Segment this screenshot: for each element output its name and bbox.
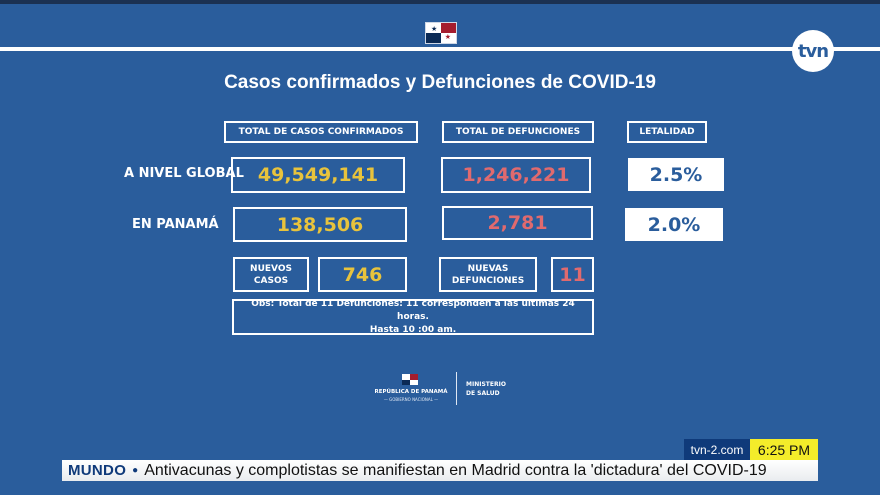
ticker-headline: Antivacunas y complotistas se manifiesta… bbox=[144, 461, 767, 479]
row-label-global: A NIVEL GLOBAL bbox=[124, 166, 244, 181]
observation-line1: Obs: Total de 11 Defunciones: 11 corresp… bbox=[251, 298, 575, 322]
new-cases-label-box: NUEVOS CASOS bbox=[233, 257, 309, 292]
global-deaths-value: 1,246,221 bbox=[462, 164, 570, 186]
header-lethality-label: LETALIDAD bbox=[639, 127, 695, 137]
bullet-icon: ● bbox=[132, 465, 139, 476]
ministry-label: MINISTERIO DE SALUD bbox=[466, 380, 506, 398]
ticker-category: MUNDO bbox=[68, 462, 127, 479]
row-label-panama: EN PANAMÁ bbox=[132, 217, 219, 232]
header-total-deaths: TOTAL DE DEFUNCIONES bbox=[442, 121, 594, 143]
ministry-of-health-logo: REPÚBLICA DE PANAMÁ — GOBIERNO NACIONAL … bbox=[372, 372, 512, 408]
site-badge: tvn-2.com bbox=[684, 439, 750, 460]
global-lethality-value: 2.5% bbox=[649, 163, 703, 186]
panama-deaths-box: 2,781 bbox=[442, 206, 593, 240]
global-lethality-box: 2.5% bbox=[628, 158, 724, 191]
new-deaths-value: 11 bbox=[559, 263, 586, 286]
header-total-confirmed: TOTAL DE CASOS CONFIRMADOS bbox=[224, 121, 418, 143]
panama-confirmed-value: 138,506 bbox=[276, 213, 364, 236]
global-confirmed-box: 49,549,141 bbox=[231, 157, 405, 193]
new-deaths-label-box: NUEVAS DEFUNCIONES bbox=[439, 257, 537, 292]
new-cases-value: 746 bbox=[342, 263, 383, 286]
page-title: Casos confirmados y Defunciones de COVID… bbox=[224, 72, 656, 93]
panama-deaths-value: 2,781 bbox=[487, 212, 548, 234]
top-edge-bar bbox=[0, 0, 880, 4]
header-total-confirmed-label: TOTAL DE CASOS CONFIRMADOS bbox=[238, 127, 404, 137]
panama-flag-icon: ★ ★ bbox=[425, 22, 457, 44]
panama-flag-small-icon bbox=[402, 374, 418, 385]
new-deaths-box: 11 bbox=[551, 257, 594, 292]
header-total-deaths-label: TOTAL DE DEFUNCIONES bbox=[455, 127, 581, 137]
panama-lethality-box: 2.0% bbox=[625, 208, 723, 241]
panama-lethality-value: 2.0% bbox=[647, 213, 701, 236]
ministry-label-line2: DE SALUD bbox=[466, 390, 500, 397]
global-confirmed-value: 49,549,141 bbox=[257, 164, 379, 186]
new-cases-label-line1: NUEVOS bbox=[250, 263, 292, 274]
ministry-label-line1: MINISTERIO bbox=[466, 381, 506, 388]
news-ticker: MUNDO ● Antivacunas y complotistas se ma… bbox=[62, 460, 818, 481]
global-deaths-box: 1,246,221 bbox=[441, 157, 591, 193]
header-lethality: LETALIDAD bbox=[627, 121, 707, 143]
new-deaths-label-line1: NUEVAS bbox=[467, 263, 509, 274]
new-cases-box: 746 bbox=[318, 257, 407, 292]
new-cases-label-line2: CASOS bbox=[253, 275, 289, 286]
observation-line2: Hasta 10 :00 am. bbox=[369, 324, 457, 335]
header-divider bbox=[0, 47, 880, 51]
observation-box: Obs: Total de 11 Defunciones: 11 corresp… bbox=[232, 299, 594, 335]
panama-confirmed-box: 138,506 bbox=[233, 207, 407, 242]
government-label: — GOBIERNO NACIONAL — bbox=[383, 397, 439, 402]
republic-label: REPÚBLICA DE PANAMÁ bbox=[374, 389, 448, 395]
ministry-divider bbox=[456, 372, 457, 405]
new-deaths-label-line2: DEFUNCIONES bbox=[451, 275, 525, 286]
time-badge: 6:25 PM bbox=[750, 439, 818, 460]
tvn-logo-icon: tvn bbox=[792, 30, 834, 72]
